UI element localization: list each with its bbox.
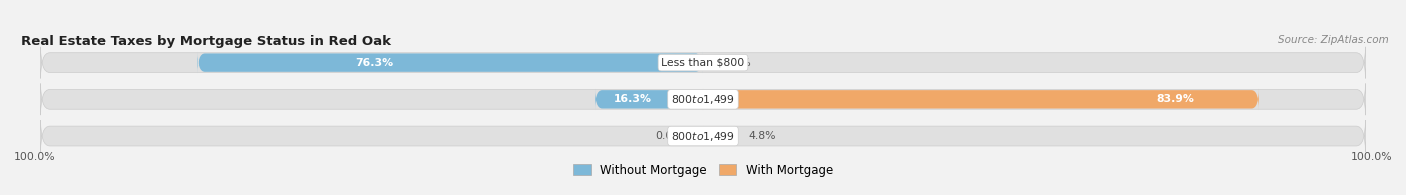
FancyBboxPatch shape xyxy=(703,88,1258,110)
Text: 4.8%: 4.8% xyxy=(748,131,776,141)
Text: Source: ZipAtlas.com: Source: ZipAtlas.com xyxy=(1278,35,1389,45)
FancyBboxPatch shape xyxy=(703,125,735,147)
Text: 0.0%: 0.0% xyxy=(723,58,751,68)
Text: $800 to $1,499: $800 to $1,499 xyxy=(671,129,735,143)
FancyBboxPatch shape xyxy=(41,120,1365,152)
FancyBboxPatch shape xyxy=(198,52,703,74)
Text: 16.3%: 16.3% xyxy=(614,94,652,104)
Text: 0.0%: 0.0% xyxy=(655,131,683,141)
FancyBboxPatch shape xyxy=(41,47,1365,78)
FancyBboxPatch shape xyxy=(595,88,703,110)
Text: $800 to $1,499: $800 to $1,499 xyxy=(671,93,735,106)
Text: 100.0%: 100.0% xyxy=(1350,152,1392,162)
Text: 100.0%: 100.0% xyxy=(14,152,56,162)
FancyBboxPatch shape xyxy=(41,83,1365,115)
Legend: Without Mortgage, With Mortgage: Without Mortgage, With Mortgage xyxy=(568,159,838,182)
Text: Real Estate Taxes by Mortgage Status in Red Oak: Real Estate Taxes by Mortgage Status in … xyxy=(21,35,391,48)
Text: 83.9%: 83.9% xyxy=(1157,94,1194,104)
Text: Less than $800: Less than $800 xyxy=(661,58,745,68)
Text: 76.3%: 76.3% xyxy=(356,58,394,68)
